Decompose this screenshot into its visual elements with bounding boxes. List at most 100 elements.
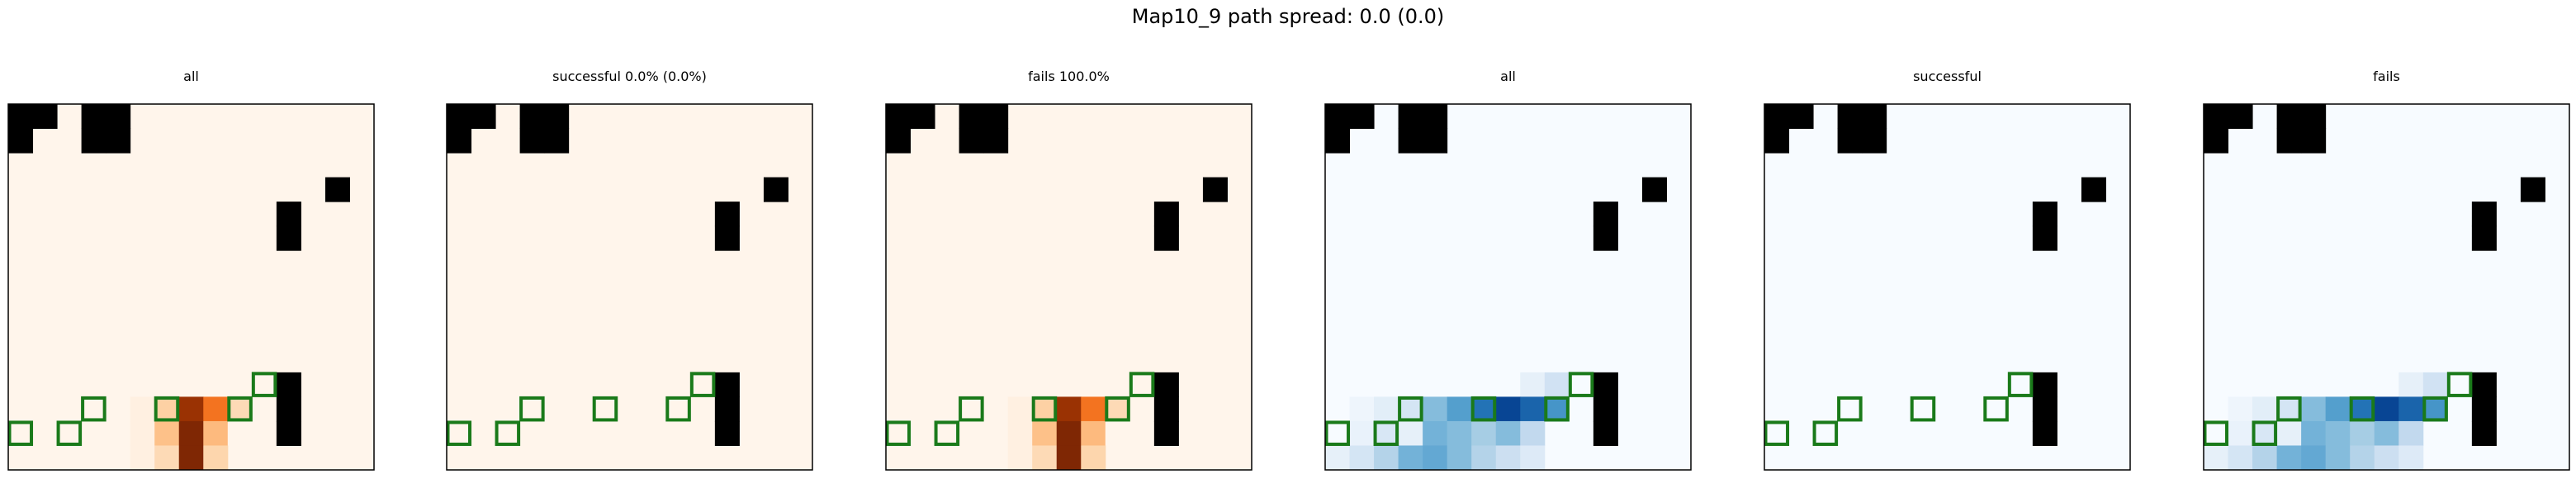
heat-cell <box>2374 445 2399 471</box>
wall-cell <box>1325 104 1351 130</box>
heat-cell <box>2350 420 2375 446</box>
wall-cell <box>276 225 301 251</box>
heat-cell <box>2422 396 2448 422</box>
wall-cell <box>2081 177 2106 202</box>
heat-cell <box>1081 396 1106 422</box>
heat-cell <box>1349 396 1375 422</box>
heat-cell <box>1349 445 1375 471</box>
highlight-square <box>1544 396 1570 422</box>
heat-cell <box>1495 420 1521 446</box>
heat-cell <box>2350 396 2375 422</box>
wall-cell <box>2520 177 2545 202</box>
heat-cell <box>2228 396 2253 422</box>
heat-cell <box>178 396 204 422</box>
heat-cell <box>1544 372 1570 397</box>
wall-cell <box>1423 128 1448 154</box>
wall-cell <box>2471 202 2497 227</box>
wall-cell <box>544 104 570 130</box>
wall-cell <box>959 128 984 154</box>
highlight-square <box>2422 396 2448 422</box>
heat-cell <box>154 445 180 471</box>
heat-cell <box>154 396 180 422</box>
heat-cell <box>2398 372 2424 397</box>
wall-cell <box>2204 128 2229 154</box>
wall-cell <box>2471 372 2497 397</box>
heat-cell <box>1032 396 1058 422</box>
heat-cell <box>2422 372 2448 397</box>
wall-cell <box>1764 104 1790 130</box>
heatmap-panel-6: fails <box>2203 69 2570 471</box>
heat-cell <box>1398 396 1423 422</box>
wall-cell <box>519 104 545 130</box>
wall-cell <box>2471 396 2497 422</box>
highlight-square <box>1031 396 1058 422</box>
wall-cell <box>2032 225 2057 251</box>
heat-cell <box>2398 420 2424 446</box>
heat-cell <box>1349 420 1375 446</box>
heat-cell <box>1471 445 1497 471</box>
wall-cell <box>1641 177 1667 202</box>
wall-cell <box>2276 104 2302 130</box>
highlight-square <box>1373 420 1399 446</box>
heat-cell <box>2228 420 2253 446</box>
highlight-square <box>592 396 618 422</box>
wall-cell <box>81 104 107 130</box>
wall-cell <box>106 104 131 130</box>
highlight-square <box>2446 372 2473 397</box>
wall-cell <box>471 104 496 130</box>
wall-cell <box>2301 104 2327 130</box>
wall-cell <box>2032 372 2057 397</box>
heat-cell <box>1495 445 1521 471</box>
heat-cell <box>1007 396 1033 422</box>
heat-cell <box>1374 396 1399 422</box>
wall-cell <box>276 396 301 422</box>
heat-cell <box>227 396 253 422</box>
highlight-square <box>2007 372 2034 397</box>
highlight-square <box>2203 420 2229 446</box>
panel-title: fails 100.0% <box>1028 69 1110 84</box>
highlight-square <box>934 420 960 446</box>
heat-cell <box>203 420 229 446</box>
wall-cell <box>714 372 740 397</box>
wall-cell <box>276 202 301 227</box>
wall-cell <box>959 104 984 130</box>
heat-cell <box>1423 396 1448 422</box>
panel-title: all <box>183 69 199 84</box>
wall-cell <box>2032 396 2057 422</box>
heat-cell <box>1105 396 1130 422</box>
wall-cell <box>1423 104 1448 130</box>
heat-cell <box>203 396 229 422</box>
heat-cell <box>1471 420 1497 446</box>
heat-cell <box>1056 420 1082 446</box>
panel-frame <box>1324 103 1692 471</box>
highlight-square <box>885 420 912 446</box>
wall-cell <box>32 104 58 130</box>
highlight-square <box>1105 396 1130 422</box>
wall-cell <box>1153 225 1179 251</box>
heat-cell <box>2276 396 2302 422</box>
heat-cell <box>2325 396 2351 422</box>
heat-cell <box>2276 420 2302 446</box>
heatmap-panel-3: fails 100.0% <box>885 69 1252 471</box>
wall-cell <box>2032 420 2057 446</box>
wall-cell <box>1398 104 1423 130</box>
wall-cell <box>276 372 301 397</box>
heat-cell <box>1447 396 1472 422</box>
heatmap-background <box>1764 104 2130 470</box>
heat-cell <box>1495 396 1521 422</box>
wall-cell <box>1837 104 1863 130</box>
wall-cell <box>2471 420 2497 446</box>
wall-cell <box>1764 128 1790 154</box>
wall-cell <box>2471 225 2497 251</box>
heat-cell <box>2301 396 2327 422</box>
wall-cell <box>1349 104 1375 130</box>
panel-frame <box>7 103 375 471</box>
highlight-square <box>56 420 83 446</box>
heat-cell <box>2252 445 2278 471</box>
heat-cell <box>154 420 180 446</box>
highlight-square <box>154 396 180 422</box>
heat-cell <box>1398 445 1423 471</box>
wall-cell <box>714 202 740 227</box>
heat-cell <box>1544 396 1570 422</box>
heat-cell <box>1007 420 1033 446</box>
